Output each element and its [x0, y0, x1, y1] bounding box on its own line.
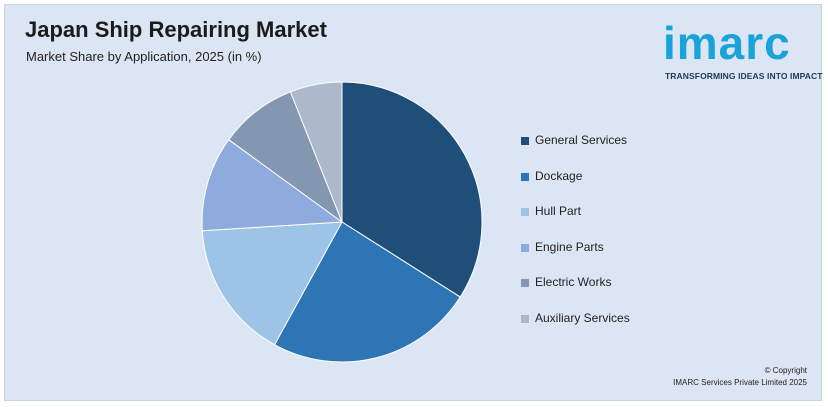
copyright-line-1: © Copyright [764, 366, 807, 375]
legend-swatch [521, 279, 529, 287]
pie-slice-auxiliary-services [289, 81, 343, 223]
legend-label: Auxiliary Services [535, 310, 630, 325]
pie-slice-dockage [273, 221, 461, 363]
chart-frame: Japan Ship Repairing Market Market Share… [4, 4, 822, 401]
legend-label: General Services [535, 133, 628, 147]
pie-slice-hull-part [201, 221, 343, 346]
pie-slices [201, 81, 483, 363]
pie-chart [201, 81, 483, 363]
chart-title: Japan Ship Repairing Market [25, 17, 327, 42]
legend-swatch [521, 314, 529, 323]
legend-swatch [521, 137, 529, 145]
pie-slice-electric-works [228, 91, 344, 224]
imarc-logo: imarc TRANSFORMING IDEAS INTO IMPACT [657, 13, 822, 87]
copyright-notice: © Copyright IMARC Services Private Limit… [673, 365, 807, 389]
logo-wordmark: imarc [663, 17, 791, 69]
chart-subtitle: Market Share by Application, 2025 (in %) [26, 49, 262, 64]
legend-label: Engine Parts [535, 239, 604, 254]
pie-slice-general-services [341, 81, 483, 298]
legend-label: Dockage [535, 168, 583, 183]
legend-swatch [521, 208, 529, 216]
pie-slice-engine-parts [201, 139, 344, 232]
logo-tagline: TRANSFORMING IDEAS INTO IMPACT [665, 71, 823, 81]
legend-label: Electric Works [535, 275, 612, 289]
copyright-line-2: IMARC Services Private Limited 2025 [673, 378, 807, 387]
legend-swatch [521, 243, 529, 252]
legend-swatch [521, 172, 529, 181]
legend-label: Hull Part [535, 204, 582, 218]
